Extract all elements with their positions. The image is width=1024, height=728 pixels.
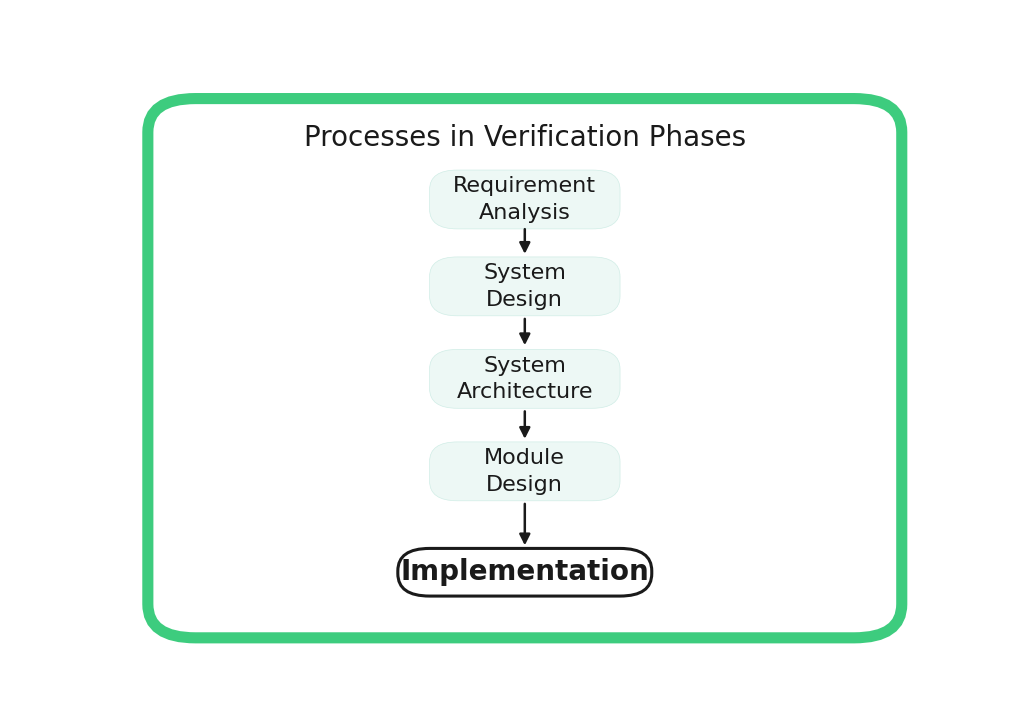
Text: Processes in Verification Phases: Processes in Verification Phases (304, 124, 745, 152)
FancyBboxPatch shape (147, 98, 902, 638)
FancyBboxPatch shape (430, 442, 620, 501)
Text: System
Design: System Design (483, 263, 566, 309)
Text: Implementation: Implementation (400, 558, 649, 586)
Text: Module
Design: Module Design (484, 448, 565, 494)
FancyBboxPatch shape (430, 349, 620, 408)
FancyBboxPatch shape (397, 548, 651, 596)
Text: System
Architecture: System Architecture (457, 356, 593, 402)
FancyBboxPatch shape (430, 170, 620, 229)
FancyBboxPatch shape (430, 257, 620, 316)
Text: Requirement
Analysis: Requirement Analysis (454, 176, 596, 223)
